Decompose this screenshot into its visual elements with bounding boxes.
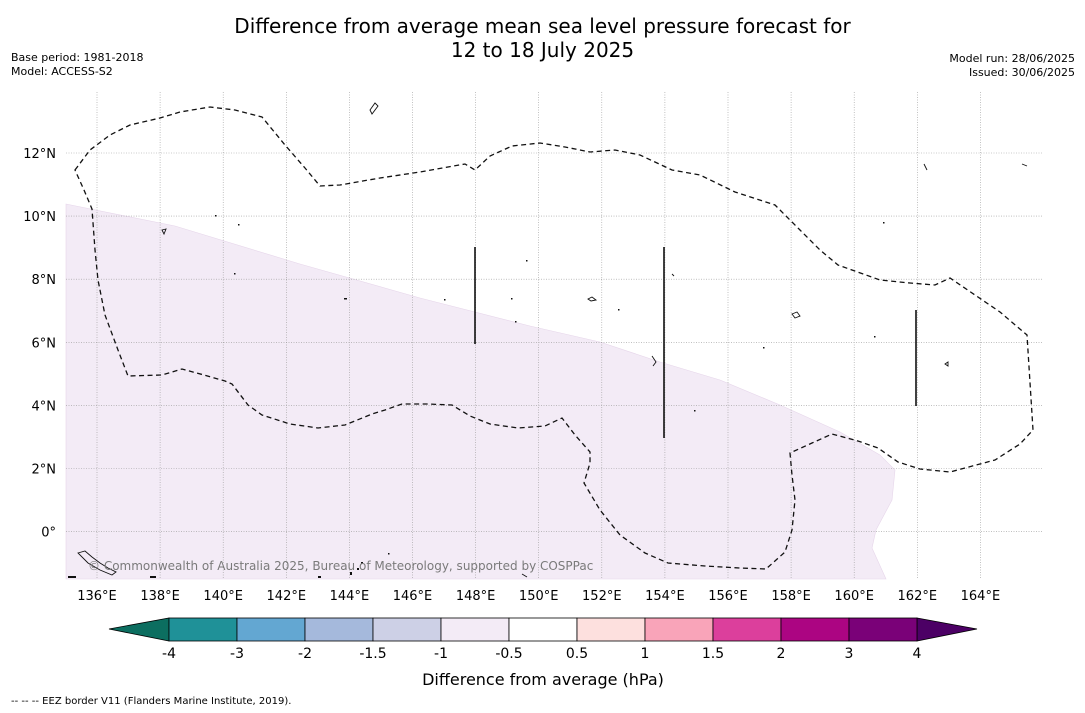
colorbar-segment: [372, 617, 442, 642]
lon-label: 160°E: [834, 589, 874, 604]
colorbar-tick-label: -4: [162, 646, 176, 662]
map-title: Difference from average mean sea level p…: [0, 14, 1085, 62]
colorbar-tick-label: 1.5: [702, 646, 724, 662]
colorbar-tick-label: -3: [230, 646, 244, 662]
title-line-2: 12 to 18 July 2025: [450, 38, 635, 62]
colorbar-tick-label: 2: [777, 646, 786, 662]
colorbar-tick-label: -1: [434, 646, 448, 662]
lat-label: 12°N: [23, 147, 56, 162]
copyright-notice: © Commonwealth of Australia 2025, Bureau…: [88, 559, 593, 573]
pressure-anomaly-shading: [65, 203, 896, 580]
colorbar-tick-label: -1.5: [359, 646, 386, 662]
colorbar-segment: [848, 617, 918, 642]
colorbar-tick-label: 1: [641, 646, 650, 662]
lat-label: 8°N: [32, 273, 57, 288]
lat-label: 4°N: [32, 399, 57, 414]
lat-label: 6°N: [32, 336, 57, 351]
colorbar-segment: [508, 617, 578, 642]
island-dots: [68, 215, 885, 578]
title-line-1: Difference from average mean sea level p…: [234, 14, 851, 38]
island-coastlines: [77, 102, 1028, 578]
lon-label: 152°E: [582, 589, 622, 604]
base-period: Base period: 1981-2018: [11, 51, 144, 64]
model-info: Base period: 1981-2018 Model: ACCESS-S2: [11, 51, 143, 79]
colorbar-tick-label: 3: [845, 646, 854, 662]
longitude-markers: [474, 247, 917, 438]
lon-label: 154°E: [645, 589, 685, 604]
colorbar-tick-label: 0.5: [566, 646, 588, 662]
lon-label: 162°E: [898, 589, 938, 604]
lon-label: 156°E: [708, 589, 748, 604]
run-info: Model run: 28/06/2025 Issued: 30/06/2025: [949, 52, 1075, 80]
colorbar-tick-label: -0.5: [495, 646, 522, 662]
colorbar-segment: [236, 617, 306, 642]
lon-label: 144°E: [330, 589, 370, 604]
colorbar-segment: [780, 617, 850, 642]
lon-label: 140°E: [203, 589, 243, 604]
lon-label: 158°E: [771, 589, 811, 604]
colorbar-tick-label: -2: [298, 646, 312, 662]
colorbar-segment: [304, 617, 374, 642]
latitude-labels: 12°N 10°N 8°N 6°N 4°N 2°N 0°: [23, 147, 56, 541]
colorbar: -4 -3 -2 -1.5 -1 -0.5 0.5 1 1.5 2 3 4 Difference fr…: [108, 617, 978, 689]
colorbar-segment: [712, 617, 782, 642]
lat-label: 0°: [41, 526, 56, 541]
colorbar-under-arrow: [108, 617, 170, 642]
eez-borders: [74, 106, 1034, 570]
colorbar-segment: [644, 617, 714, 642]
lon-label: 138°E: [140, 589, 180, 604]
issued-date: Issued: 30/06/2025: [968, 66, 1075, 79]
model-run-date: Model run: 28/06/2025: [949, 52, 1075, 65]
colorbar-label: Difference from average (hPa): [422, 670, 664, 689]
lon-label: 146°E: [393, 589, 433, 604]
colorbar-segment: [576, 617, 646, 642]
eez-border-micronesia: [74, 106, 1034, 570]
lon-label: 148°E: [456, 589, 496, 604]
lon-label: 164°E: [961, 589, 1001, 604]
longitude-labels: 136°E 138°E 140°E 142°E 144°E 146°E 148°E 150°E…: [77, 589, 1000, 604]
colorbar-tick-label: 4: [913, 646, 922, 662]
colorbar-over-arrow: [916, 617, 978, 642]
lon-label: 142°E: [267, 589, 307, 604]
lat-label: 2°N: [32, 463, 57, 478]
lat-label: 10°N: [23, 210, 56, 225]
model-name: Model: ACCESS-S2: [11, 65, 113, 78]
colorbar-segment: [168, 617, 238, 642]
lon-label: 150°E: [519, 589, 559, 604]
footnote: -- -- -- EEZ border V11 (Flanders Marine…: [11, 696, 292, 707]
colorbar-segment: [440, 617, 510, 642]
lon-label: 136°E: [77, 589, 117, 604]
